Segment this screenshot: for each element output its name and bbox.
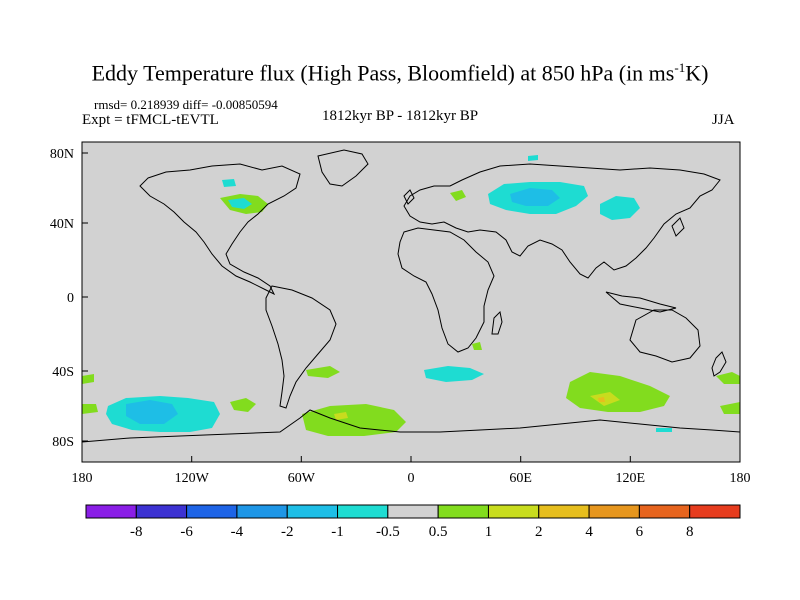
lon-tick-label: 0 [408,471,415,486]
patch-weddell-yellow [334,412,348,420]
patch-west-edge2 [82,404,98,414]
coast-uk [403,189,415,205]
longitude-ticks: 180 120W 60W 0 60E 120E 180 [72,456,751,486]
colorbar-swatch [437,504,489,519]
coast-north-america [139,163,301,296]
colorbar-swatch [337,504,389,519]
coastlines [81,149,741,443]
coast-madagascar [491,310,503,335]
colorbar-swatch [689,504,741,519]
patch-south-atlantic-west [306,366,340,378]
colorbar-label: -2 [281,524,294,540]
colorbar-label: 0.5 [429,524,448,540]
coast-japan [671,217,685,237]
colorbar: -8 -6 -4 -2 -1 -0.5 0.5 1 2 4 6 8 [85,504,741,540]
lat-tick-label: 80S [52,435,74,450]
patch-west-edge [82,374,94,384]
latitude-ticks: 80N 40N 0 40S 80S [50,147,88,450]
colorbar-swatch [85,504,137,519]
colorbar-swatch [638,504,691,519]
lon-tick-label: 120E [616,471,646,486]
patch-far-east-south [716,372,740,384]
season-label: JJA [712,112,735,128]
coast-south-america [265,285,337,409]
lon-tick-label: 60W [288,471,316,486]
colorbar-label: -8 [130,524,143,540]
patch-siberia-inner [510,188,560,206]
patch-far-east-south2 [720,402,740,414]
colorbar-swatch [588,504,640,519]
colorbar-label: -6 [180,524,193,540]
lat-tick-label: 40S [52,365,74,380]
page-title: Eddy Temperature flux (High Pass, Bloomf… [91,60,709,86]
colorbar-swatch [186,504,238,519]
coast-greenland [317,149,369,187]
lon-tick-label: 120W [175,471,210,486]
patch-south-pacific-inner [126,400,178,424]
lat-tick-label: 40N [50,217,74,232]
patch-south-pacific-east [230,398,256,412]
coast-new-zealand [711,351,727,377]
lon-tick-label: 180 [72,471,93,486]
lon-tick-label: 60E [509,471,532,486]
patch-indian-ocean-orange [598,397,605,402]
coast-antarctica [81,409,741,443]
patch-canada-small [222,179,236,187]
lat-tick-label: 0 [67,291,74,306]
lat-tick-label: 80N [50,147,74,162]
lon-tick-label: 180 [730,471,751,486]
colorbar-label: 4 [585,524,593,540]
colorbar-label: -0.5 [376,524,400,540]
coast-indonesia [605,291,677,313]
colorbar-label: -4 [231,524,244,540]
colorbar-swatch [236,504,288,519]
anomaly-patches [82,155,740,436]
patch-north-america-inner [228,198,252,209]
period-label: 1812kyr BP - 1812kyr BP [322,108,479,124]
colorbar-swatch [487,504,540,519]
colorbar-swatch [387,504,439,519]
patch-weddell [302,404,406,436]
colorbar-label: -1 [331,524,344,540]
colorbar-label: 6 [636,524,644,540]
coast-australia [629,309,701,363]
patch-baltic [450,190,466,201]
colorbar-swatch [286,504,339,519]
coast-africa [397,227,495,353]
patch-east-asia [600,196,640,220]
patch-arctic-small [528,155,538,161]
colorbar-label: 2 [535,524,543,540]
colorbar-label: 1 [485,524,493,540]
experiment-label: Expt = tFMCL-tEVTL [82,112,219,128]
colorbar-swatch [135,504,188,519]
stats-label: rmsd= 0.218939 diff= -0.00850594 [94,97,278,112]
colorbar-swatch [538,504,590,519]
patch-indian-ocean [566,372,670,412]
patch-south-atlantic [424,366,484,382]
patch-indian-ocean-yellow [590,392,620,406]
coast-eurasia [403,163,721,279]
patch-ross-cyan [656,428,672,432]
colorbar-label: 8 [686,524,694,540]
patch-africa-south [472,342,482,350]
